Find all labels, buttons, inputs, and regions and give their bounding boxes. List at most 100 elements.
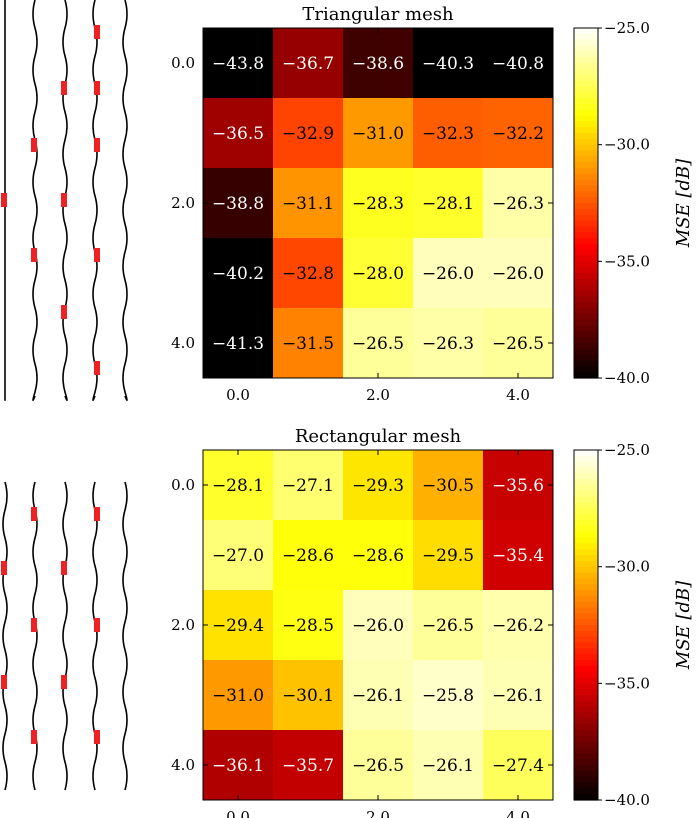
heatmap-cell xyxy=(343,660,413,730)
colorbar-step xyxy=(574,572,598,579)
colorbar-step xyxy=(574,741,598,749)
colorbar-step xyxy=(574,648,598,655)
waveguide xyxy=(92,0,98,401)
colorbar-step xyxy=(574,156,598,163)
colorbar-tick-label: −25.0 xyxy=(604,441,650,459)
heatmap-cell xyxy=(273,450,343,520)
colorbar-step xyxy=(574,133,598,140)
cell-value-label: −26.3 xyxy=(492,194,544,214)
heatmap-cell xyxy=(413,730,483,800)
cell-value-label: −26.1 xyxy=(352,686,404,706)
heatmap-cell xyxy=(273,168,343,238)
cell-value-label: −27.1 xyxy=(282,476,334,496)
colorbar-step xyxy=(574,700,598,708)
heatmap-cell xyxy=(413,98,483,168)
phase-shifter xyxy=(31,507,37,521)
x-tick-label: 4.0 xyxy=(506,808,530,818)
heatmap-cell xyxy=(203,590,273,660)
phase-shifter xyxy=(94,361,100,375)
triangular-mesh-diagram xyxy=(1,0,128,401)
cell-value-label: −26.3 xyxy=(422,334,474,354)
colorbar-step xyxy=(574,590,598,597)
colorbar-step xyxy=(574,74,598,82)
rectangular-mesh-diagram xyxy=(1,481,128,791)
cell-value-label: −29.4 xyxy=(212,616,264,636)
colorbar-step xyxy=(574,508,598,515)
chart-title: Rectangular mesh xyxy=(295,426,462,447)
colorbar-step xyxy=(574,502,598,509)
colorbar-step xyxy=(574,179,598,187)
colorbar-step xyxy=(574,197,598,204)
waveguide xyxy=(62,0,68,401)
colorbar-step xyxy=(574,127,598,134)
phase-shifter xyxy=(31,138,37,152)
heatmap-cell xyxy=(483,98,553,168)
colorbar-step xyxy=(574,490,598,498)
colorbar-step xyxy=(574,537,598,544)
colorbar-step xyxy=(574,121,598,128)
colorbar-step xyxy=(574,584,598,591)
cell-value-label: −35.6 xyxy=(492,476,544,496)
cell-value-label: −31.0 xyxy=(212,686,264,706)
colorbar-step xyxy=(574,485,598,492)
cell-value-label: −26.0 xyxy=(492,264,544,284)
heatmap-cell xyxy=(413,450,483,520)
cell-value-label: −25.8 xyxy=(422,686,474,706)
waveguide xyxy=(62,481,68,791)
colorbar-tick-label: −40.0 xyxy=(604,791,650,809)
colorbar-step xyxy=(574,86,598,93)
colorbar-step xyxy=(574,208,598,216)
colorbar-step xyxy=(574,660,598,667)
heatmap-cell xyxy=(413,238,483,308)
colorbar-step xyxy=(574,683,598,690)
cell-value-label: −26.0 xyxy=(352,616,404,636)
colorbar-step xyxy=(574,302,598,309)
colorbar-step xyxy=(574,619,598,626)
colorbar-step xyxy=(574,689,598,696)
colorbar-step xyxy=(574,525,598,533)
cell-value-label: −31.5 xyxy=(282,334,334,354)
colorbar-step xyxy=(574,98,598,105)
colorbar-step xyxy=(574,520,598,527)
cell-value-label: −38.6 xyxy=(352,54,404,74)
colorbar-step xyxy=(574,776,598,784)
cell-value-label: −29.5 xyxy=(422,546,474,566)
y-tick-label: 0.0 xyxy=(171,54,195,72)
heatmap-cell xyxy=(203,520,273,590)
cell-value-label: −31.1 xyxy=(282,194,334,214)
cell-value-label: −28.5 xyxy=(282,616,334,636)
phase-shifter xyxy=(94,248,100,262)
colorbar-step xyxy=(574,654,598,661)
x-tick-label: 4.0 xyxy=(506,386,530,404)
cell-value-label: −27.4 xyxy=(492,756,544,776)
colorbar-step xyxy=(574,630,598,638)
waveguide xyxy=(2,481,8,791)
cell-value-label: −41.3 xyxy=(212,334,264,354)
colorbar-step xyxy=(574,601,598,609)
colorbar-step xyxy=(574,319,598,327)
colorbar-step xyxy=(574,173,598,181)
colorbar-step xyxy=(574,718,598,725)
colorbar-step xyxy=(574,665,598,673)
cell-value-label: −35.7 xyxy=(282,756,334,776)
heatmap-cell xyxy=(343,98,413,168)
cell-value-label: −26.2 xyxy=(492,616,544,636)
heatmap-cell xyxy=(413,28,483,98)
colorbar-tick-label: −30.0 xyxy=(604,136,650,154)
colorbar-step xyxy=(574,794,598,801)
cell-value-label: −32.2 xyxy=(492,124,544,144)
phase-shifter xyxy=(94,138,100,152)
colorbar-label: MSE [dB] xyxy=(673,158,694,248)
cell-value-label: −40.8 xyxy=(492,54,544,74)
colorbar-step xyxy=(574,226,598,233)
waveguide xyxy=(122,481,128,791)
phase-shifter xyxy=(61,561,67,575)
colorbar-step xyxy=(574,296,598,303)
heatmap-cell xyxy=(483,28,553,98)
phase-shifter xyxy=(94,507,100,521)
cell-value-label: −26.5 xyxy=(352,334,404,354)
colorbar-tick-label: −40.0 xyxy=(604,369,650,387)
colorbar-step xyxy=(574,109,598,117)
heatmap-cell xyxy=(483,238,553,308)
